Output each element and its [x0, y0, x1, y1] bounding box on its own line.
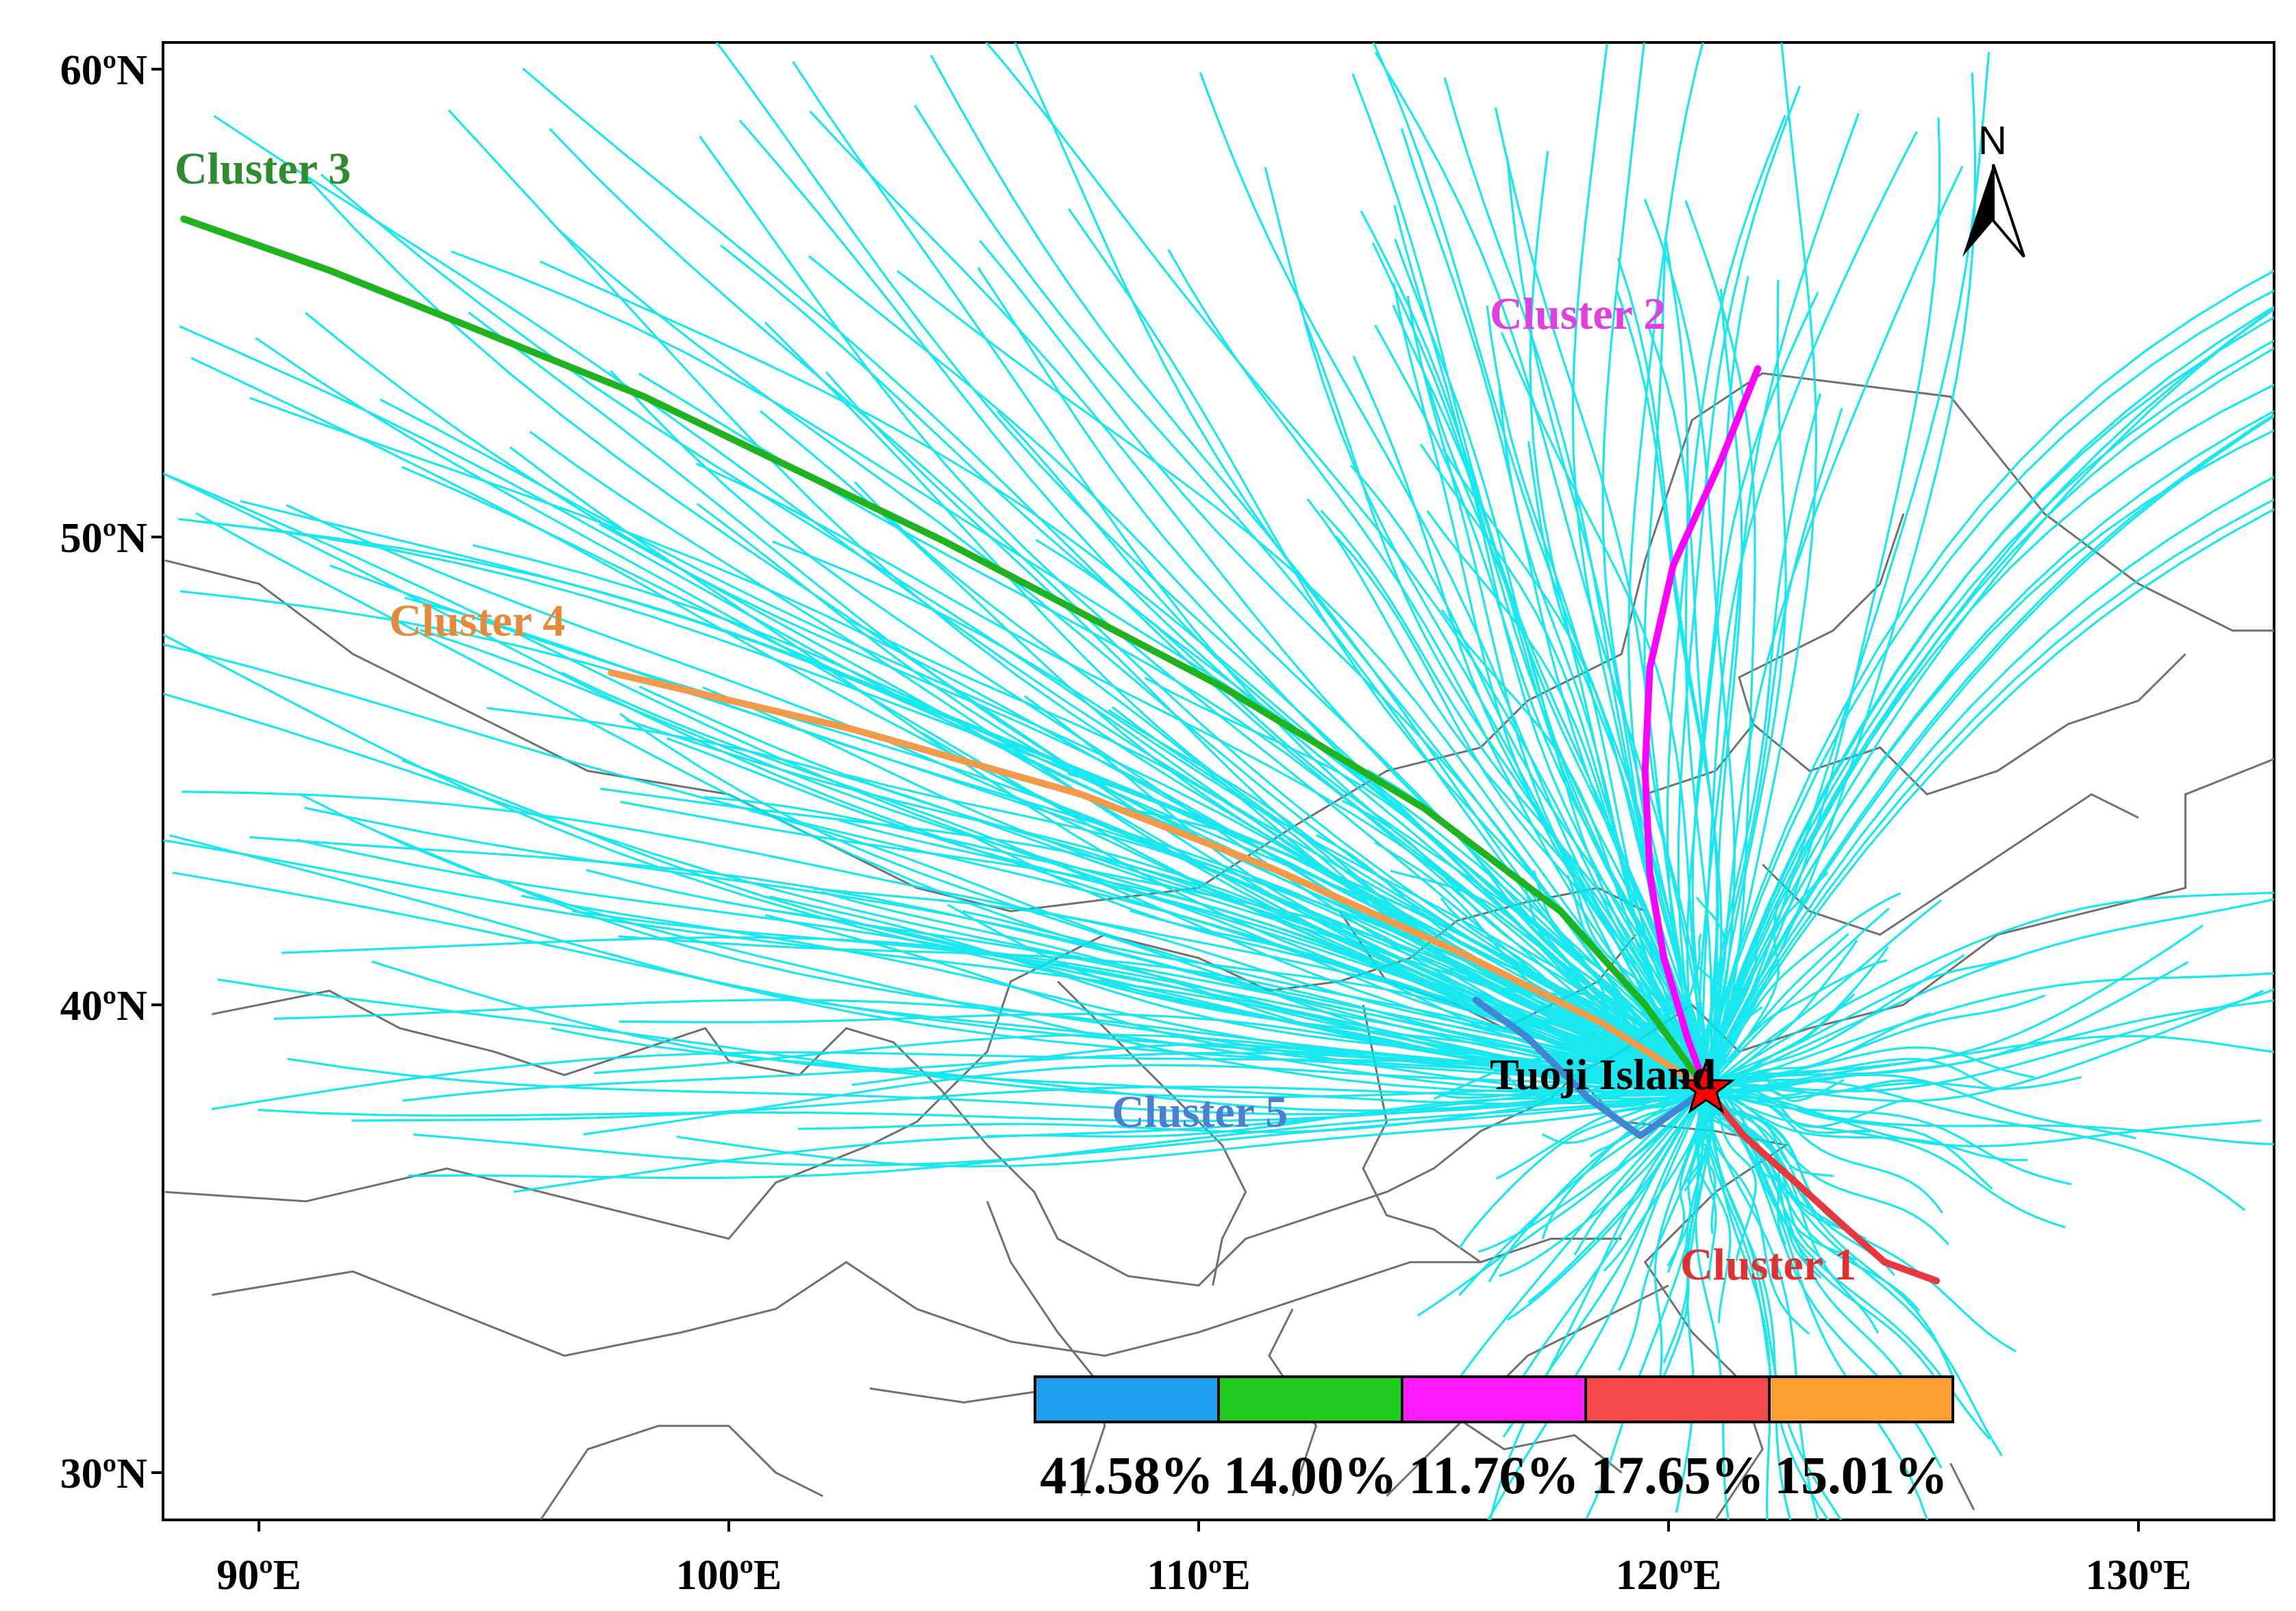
- legend-swatch: [1768, 1375, 1954, 1423]
- cluster-3-label: Cluster 3: [175, 144, 351, 194]
- star-icon: [1677, 1058, 1736, 1114]
- north-arrow-icon: N: [1962, 118, 2025, 258]
- cluster-5-label: Cluster 5: [1112, 1087, 1288, 1137]
- x-tick-label: 100ºE: [676, 1552, 782, 1599]
- cluster-trajectory: [1702, 1085, 1940, 1284]
- legend-swatch: [1217, 1375, 1403, 1423]
- cluster-trajectory: [180, 215, 1710, 1092]
- cluster-trajectory: [1472, 997, 1710, 1140]
- cluster-mean-trajectories: [180, 215, 1940, 1284]
- legend-percent: 15.01%: [1774, 1445, 1948, 1505]
- cluster-2-label: Cluster 2: [1490, 289, 1666, 339]
- y-tick-label: 30ºN: [60, 1451, 147, 1497]
- legend-percent: 41.58%: [1040, 1445, 1214, 1505]
- cluster-percent-legend: 41.58% 14.00% 11.76% 17.65% 15.01%: [1034, 1375, 1954, 1505]
- y-tick-label: 40ºN: [60, 983, 147, 1029]
- x-tick-label: 110ºE: [1147, 1552, 1250, 1599]
- cluster-1-label: Cluster 1: [1680, 1240, 1856, 1290]
- legend-percent: 17.65%: [1590, 1445, 1764, 1505]
- site-label: Tuoji Island: [1490, 1050, 1716, 1099]
- y-tick-label: 60ºN: [60, 47, 147, 94]
- cluster-trajectory: [1641, 365, 1762, 1092]
- y-tick-label: 50ºN: [60, 515, 147, 562]
- x-axis-ticks: 90ºE100ºE110ºE120ºE130ºE140ºE: [216, 1520, 2192, 1599]
- legend-swatch: [1401, 1375, 1587, 1423]
- y-axis-ticks: 30ºN 40ºN 50ºN 60ºN: [60, 47, 163, 1497]
- cluster-trajectory: [608, 669, 1710, 1092]
- x-tick-label: 130ºE: [2086, 1552, 2192, 1599]
- x-tick-label: 90ºE: [216, 1552, 301, 1599]
- legend-percent: 11.76%: [1408, 1445, 1579, 1505]
- background-trajectories: [163, 42, 2274, 1520]
- cluster-4-label: Cluster 4: [389, 596, 565, 646]
- legend-percent: 14.00%: [1223, 1445, 1397, 1505]
- legend-swatch: [1034, 1375, 1220, 1423]
- x-tick-label: 120ºE: [1616, 1552, 1722, 1599]
- north-label: N: [1978, 118, 2007, 163]
- legend-swatch: [1584, 1375, 1771, 1423]
